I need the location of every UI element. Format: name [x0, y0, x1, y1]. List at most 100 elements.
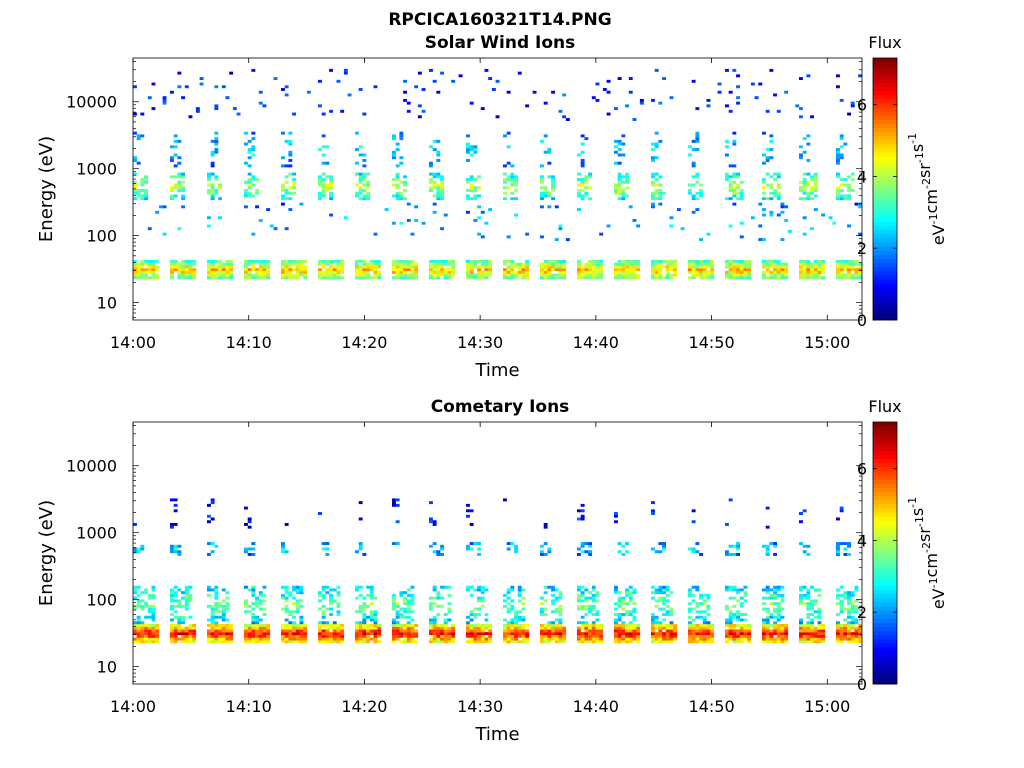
- flux-cell: [255, 599, 259, 603]
- flux-cell: [732, 186, 737, 190]
- flux-cell: [806, 626, 811, 630]
- flux-cell: [521, 632, 526, 636]
- flux-cell: [725, 197, 729, 201]
- flux-cell: [329, 637, 333, 641]
- flux-cell: [340, 629, 345, 633]
- flux-cell: [192, 268, 197, 272]
- flux-cell: [136, 626, 141, 630]
- flux-cell: [395, 276, 400, 280]
- flux-cell: [662, 602, 666, 606]
- flux-cell: [432, 542, 437, 546]
- flux-cell: [477, 547, 481, 551]
- flux-cell: [595, 626, 600, 630]
- flux-cell: [651, 262, 655, 266]
- colorbar-swatch: [873, 589, 897, 595]
- flux-cell: [710, 265, 715, 269]
- flux-cell: [321, 593, 326, 597]
- flux-cell: [403, 591, 407, 595]
- flux-cell: [447, 262, 452, 266]
- flux-cell: [321, 172, 326, 176]
- colorbar-swatch: [873, 675, 897, 681]
- flux-cell: [525, 268, 530, 272]
- flux-cell: [321, 613, 326, 616]
- flux-cell: [551, 268, 555, 272]
- flux-cell: [432, 202, 437, 206]
- flux-cell: [484, 640, 489, 644]
- flux-cell: [551, 629, 555, 633]
- flux-cell: [802, 180, 807, 184]
- flux-cell: [207, 514, 211, 518]
- flux-cell: [521, 273, 526, 277]
- flux-cell: [591, 613, 596, 616]
- flux-cell: [584, 632, 589, 636]
- flux-cell: [432, 268, 437, 272]
- flux-cell: [432, 183, 437, 187]
- flux-cell: [702, 634, 707, 638]
- flux-cell: [769, 134, 774, 138]
- flux-cell: [358, 626, 363, 630]
- flux-cell: [843, 629, 848, 633]
- flux-cell: [133, 591, 137, 595]
- flux-cell: [432, 615, 437, 619]
- flux-cell: [662, 547, 666, 551]
- flux-cell: [554, 607, 559, 611]
- flux-cell: [329, 178, 333, 182]
- flux-cell: [358, 623, 363, 627]
- flux-cell: [207, 585, 211, 589]
- flux-cell: [147, 640, 152, 644]
- unit-base: sr: [915, 163, 934, 178]
- flux-cell: [136, 273, 141, 277]
- flux-cell: [588, 553, 592, 556]
- flux-cell: [429, 268, 433, 272]
- flux-cell: [151, 585, 156, 589]
- flux-cell: [762, 208, 766, 212]
- flux-cell: [762, 626, 766, 630]
- flux-cell: [362, 602, 367, 606]
- flux-cell: [558, 262, 563, 266]
- flux-cell: [799, 259, 803, 263]
- flux-cell: [469, 632, 474, 636]
- flux-cell: [558, 610, 563, 614]
- flux-cell: [477, 599, 481, 603]
- flux-cell: [373, 626, 378, 630]
- flux-cell: [292, 623, 296, 627]
- flux-cell: [699, 259, 703, 263]
- flux-cell: [247, 553, 252, 556]
- flux-cell: [750, 216, 755, 220]
- flux-cell: [799, 629, 803, 633]
- flux-cell: [695, 262, 700, 266]
- flux-cell: [558, 276, 563, 280]
- flux-cell: [403, 270, 407, 274]
- flux-cell: [225, 602, 230, 606]
- flux-cell: [266, 629, 271, 633]
- flux-cell: [799, 115, 803, 119]
- flux-cell: [488, 640, 493, 644]
- flux-cell: [403, 596, 407, 600]
- flux-cell: [658, 276, 663, 280]
- flux-cell: [488, 270, 493, 274]
- flux-cell: [665, 637, 670, 641]
- flux-cell: [429, 517, 433, 521]
- flux-cell: [806, 602, 811, 606]
- flux-cell: [284, 610, 289, 614]
- flux-cell: [810, 270, 814, 274]
- flux-cell: [258, 637, 263, 641]
- flux-cell: [170, 632, 174, 636]
- flux-cell: [451, 268, 456, 272]
- flux-cell: [214, 150, 219, 154]
- flux-cell: [355, 610, 359, 614]
- flux-cell: [691, 139, 696, 143]
- flux-cell: [580, 161, 585, 165]
- x-tick-label: 14:00: [110, 333, 156, 352]
- flux-cell: [214, 104, 219, 108]
- flux-cell: [473, 186, 478, 190]
- flux-cell: [658, 197, 663, 201]
- flux-cell: [554, 588, 559, 592]
- flux-cell: [244, 640, 248, 644]
- flux-cell: [543, 585, 548, 589]
- flux-cell: [329, 265, 333, 269]
- flux-cell: [673, 634, 678, 638]
- flux-cell: [773, 191, 777, 195]
- flux-cell: [736, 553, 740, 556]
- flux-cell: [321, 634, 326, 638]
